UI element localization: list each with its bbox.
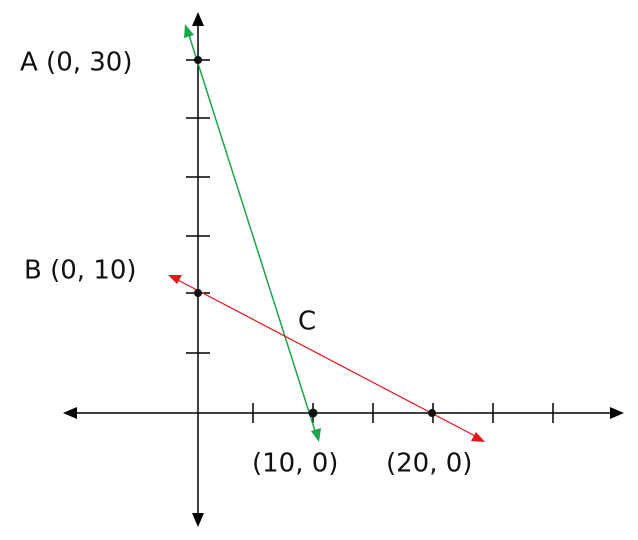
ticks bbox=[186, 59, 554, 423]
point-label: B (0, 10) bbox=[24, 256, 137, 286]
point-label: C bbox=[298, 307, 316, 337]
arrowhead bbox=[610, 407, 624, 419]
axes bbox=[63, 12, 624, 527]
arrowhead bbox=[63, 407, 77, 419]
point-label: (20, 0) bbox=[386, 449, 472, 479]
arrowhead bbox=[192, 12, 204, 26]
arrowhead bbox=[192, 513, 204, 527]
point-label: A (0, 30) bbox=[20, 48, 133, 78]
red-line bbox=[168, 275, 485, 442]
points bbox=[194, 56, 436, 418]
point-label: (10, 0) bbox=[252, 449, 338, 479]
green-line bbox=[184, 24, 321, 442]
